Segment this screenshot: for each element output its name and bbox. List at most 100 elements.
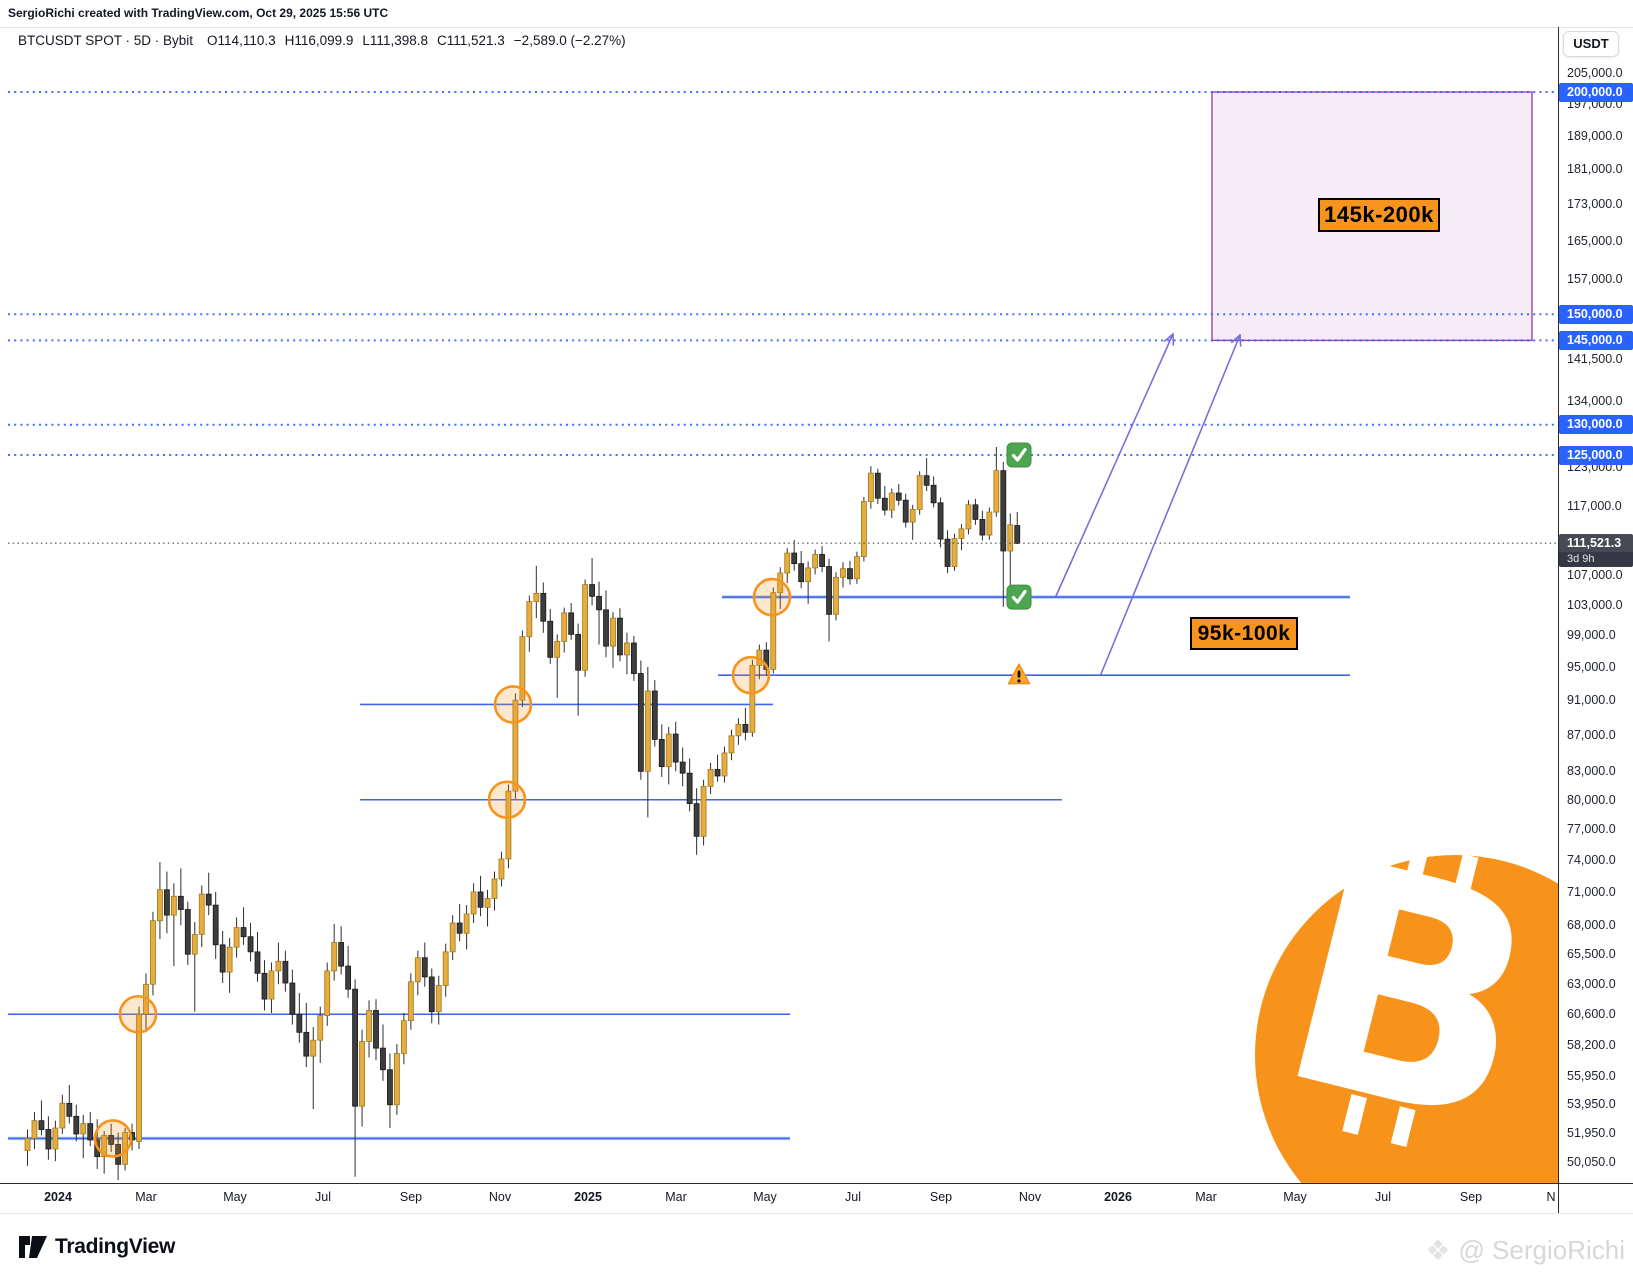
candle [651, 680, 658, 747]
candle [66, 1084, 73, 1124]
candle [533, 565, 540, 619]
candle [993, 447, 1000, 517]
candle [428, 968, 435, 1024]
highlight-circle[interactable] [731, 655, 771, 695]
candle [665, 727, 672, 785]
candle [303, 1002, 310, 1068]
price-tick-label: 173,000.0 [1567, 197, 1623, 212]
candle [672, 721, 679, 772]
candle [610, 612, 616, 668]
candle [226, 937, 233, 993]
candle [798, 550, 805, 589]
candle [324, 962, 331, 1026]
candle [881, 485, 888, 516]
candle [596, 581, 602, 645]
candle [352, 979, 358, 1177]
author-watermark: ❖ @ SergioRichi [1425, 1234, 1625, 1267]
candle [867, 466, 874, 509]
time-label: May [1283, 1190, 1307, 1204]
candle [463, 905, 470, 950]
price-tick-label: 157,000.0 [1567, 271, 1623, 286]
bitcoin-logo-icon: B [1252, 791, 1558, 1184]
candle [373, 999, 379, 1061]
candle [261, 960, 268, 1011]
trend-arrow[interactable] [1100, 334, 1242, 675]
current-price-label: 111,521.3 3d 9h [1559, 534, 1633, 568]
time-label: May [223, 1190, 247, 1204]
candle [31, 1111, 38, 1149]
chart-legend: BTCUSDT SPOT · 5D · Bybit O114,110.3 H116,… [18, 33, 635, 48]
candle [331, 924, 338, 981]
candle [861, 496, 867, 562]
candle [986, 507, 993, 540]
highlight-circle[interactable] [493, 685, 533, 724]
candle [526, 595, 533, 652]
candle [916, 471, 923, 515]
price-tick-label: 99,000.0 [1567, 628, 1616, 643]
candle [874, 468, 881, 505]
candle [763, 642, 770, 677]
candle [470, 883, 477, 924]
price-tick-label: 51,950.0 [1567, 1126, 1616, 1141]
candle [414, 950, 421, 996]
candle [296, 992, 303, 1043]
candle [157, 862, 163, 940]
tradingview-logo[interactable]: TradingView [18, 1234, 175, 1260]
candle [163, 871, 170, 934]
symbol-title[interactable]: BTCUSDT SPOT · 5D · Bybit [18, 33, 194, 48]
check-icon[interactable] [1006, 442, 1032, 468]
time-label: 2026 [1104, 1190, 1132, 1204]
candle [80, 1114, 87, 1159]
price-level-label: 200,000.0 [1559, 82, 1633, 102]
candle [644, 667, 651, 818]
diamond-icon: ❖ [1425, 1235, 1451, 1266]
price-tick-label: 165,000.0 [1567, 233, 1623, 248]
candle [575, 623, 582, 716]
price-tick-label: 77,000.0 [1567, 822, 1616, 837]
watermark-text: @ SergioRichi [1458, 1235, 1625, 1265]
candle [477, 875, 484, 917]
time-label: Jul [1375, 1190, 1391, 1204]
price-tick-label: 60,600.0 [1567, 1007, 1616, 1022]
candle [498, 851, 505, 887]
candle [909, 504, 916, 540]
candle [770, 587, 777, 674]
check-icon[interactable] [1006, 584, 1032, 610]
candle [958, 524, 965, 551]
warning-icon[interactable] [1007, 663, 1031, 685]
support-range-label[interactable]: 95k-100k [1190, 617, 1298, 650]
highlight-circle[interactable] [752, 577, 792, 617]
highlight-circle[interactable] [487, 780, 527, 820]
price-tick-label: 107,000.0 [1567, 568, 1623, 583]
candle [630, 635, 637, 681]
trend-arrow[interactable] [1055, 333, 1175, 597]
candle [721, 746, 728, 783]
candle [603, 590, 609, 658]
candle [784, 548, 791, 584]
candle [679, 747, 686, 787]
candle [212, 891, 219, 959]
candle [840, 562, 846, 588]
price-tick-label: 63,000.0 [1567, 977, 1616, 992]
change-value: −2,589.0 (−2.27%) [513, 33, 626, 48]
candle [812, 549, 819, 575]
candle [923, 458, 930, 492]
target-range-label[interactable]: 145k-200k [1318, 198, 1440, 232]
price-tick-label: 50,050.0 [1567, 1155, 1616, 1169]
candle [449, 915, 456, 961]
highlight-circle[interactable] [93, 1119, 133, 1158]
candle [937, 497, 944, 548]
current-price-value: 111,521.3 [1559, 534, 1633, 553]
time-label: 2024 [44, 1190, 72, 1204]
highlight-circle[interactable] [118, 994, 158, 1034]
time-label: N [1546, 1190, 1556, 1204]
chart-pane[interactable]: B [8, 91, 1633, 1255]
ohlc-low: L111,398.8 [362, 33, 428, 48]
candle [247, 923, 254, 962]
candle [791, 539, 798, 571]
candle [219, 930, 226, 984]
currency-button[interactable]: USDT [1563, 31, 1619, 57]
candle [693, 788, 700, 855]
price-axis[interactable]: USDT 205,000.0 197,000.0 189,000.0 181,000.… [1559, 0, 1633, 1274]
